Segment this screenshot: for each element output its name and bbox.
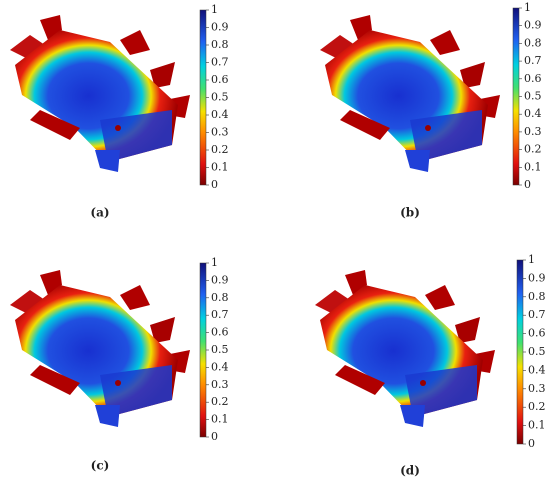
tick-label: 0.9: [524, 19, 542, 32]
tick-label: 0.9: [211, 21, 229, 34]
tick-label: 0.7: [524, 54, 542, 67]
tick-label: 0.8: [211, 291, 229, 304]
tick-label: 0.3: [211, 126, 229, 139]
tick-label: 0.5: [211, 343, 229, 356]
tick-label: 0.1: [524, 160, 542, 173]
tick-label: 0.2: [211, 395, 229, 408]
panel-label: (c): [91, 459, 110, 473]
tick-label: 0.1: [211, 161, 229, 174]
model-render: [10, 270, 190, 427]
tick-label: 0.4: [211, 360, 229, 373]
tick-label: 0.4: [524, 107, 542, 120]
colorbar: [199, 262, 207, 438]
model-render: [10, 15, 190, 172]
tick-label: 0.2: [211, 143, 229, 156]
tick-label: 1: [211, 3, 218, 16]
tick-label: 0.6: [211, 73, 229, 86]
colorbar: [516, 259, 524, 445]
tick-label: 0.5: [528, 345, 546, 358]
tick-label: 0: [524, 178, 531, 191]
tick-label: 0.9: [528, 271, 546, 284]
tick-label: 0: [528, 437, 535, 450]
tick-label: 1: [524, 1, 531, 14]
tick-label: 0.4: [211, 108, 229, 121]
panel-label: (d): [400, 464, 420, 478]
panel-label: (a): [90, 206, 109, 220]
tick-label: 0.9: [211, 273, 229, 286]
tick-label: 1: [211, 256, 218, 269]
colorbar: [512, 7, 520, 186]
tick-label: 0.3: [524, 125, 542, 138]
tick-label: 0.6: [528, 327, 546, 340]
tick-label: 0: [211, 178, 218, 191]
tick-label: 0.5: [211, 91, 229, 104]
tick-label: 0.3: [211, 378, 229, 391]
tick-label: 0.2: [524, 143, 542, 156]
tick-label: 0.8: [524, 36, 542, 49]
colorbar: [199, 9, 207, 186]
tick-label: 0: [211, 430, 218, 443]
tick-label: 0.7: [211, 56, 229, 69]
model-render: [315, 270, 495, 427]
tick-label: 0.5: [524, 90, 542, 103]
tick-label: 0.7: [528, 308, 546, 321]
tick-label: 0.1: [528, 419, 546, 432]
tick-label: 0.6: [524, 72, 542, 85]
tick-label: 1: [528, 253, 535, 266]
tick-label: 0.4: [528, 363, 546, 376]
tick-label: 0.8: [528, 290, 546, 303]
tick-label: 0.8: [211, 38, 229, 51]
model-render: [320, 15, 500, 172]
tick-label: 0.7: [211, 308, 229, 321]
tick-label: 0.6: [211, 326, 229, 339]
tick-label: 0.3: [528, 382, 546, 395]
tick-label: 0.2: [528, 400, 546, 413]
tick-label: 0.1: [211, 413, 229, 426]
panel-label: (b): [400, 206, 420, 220]
